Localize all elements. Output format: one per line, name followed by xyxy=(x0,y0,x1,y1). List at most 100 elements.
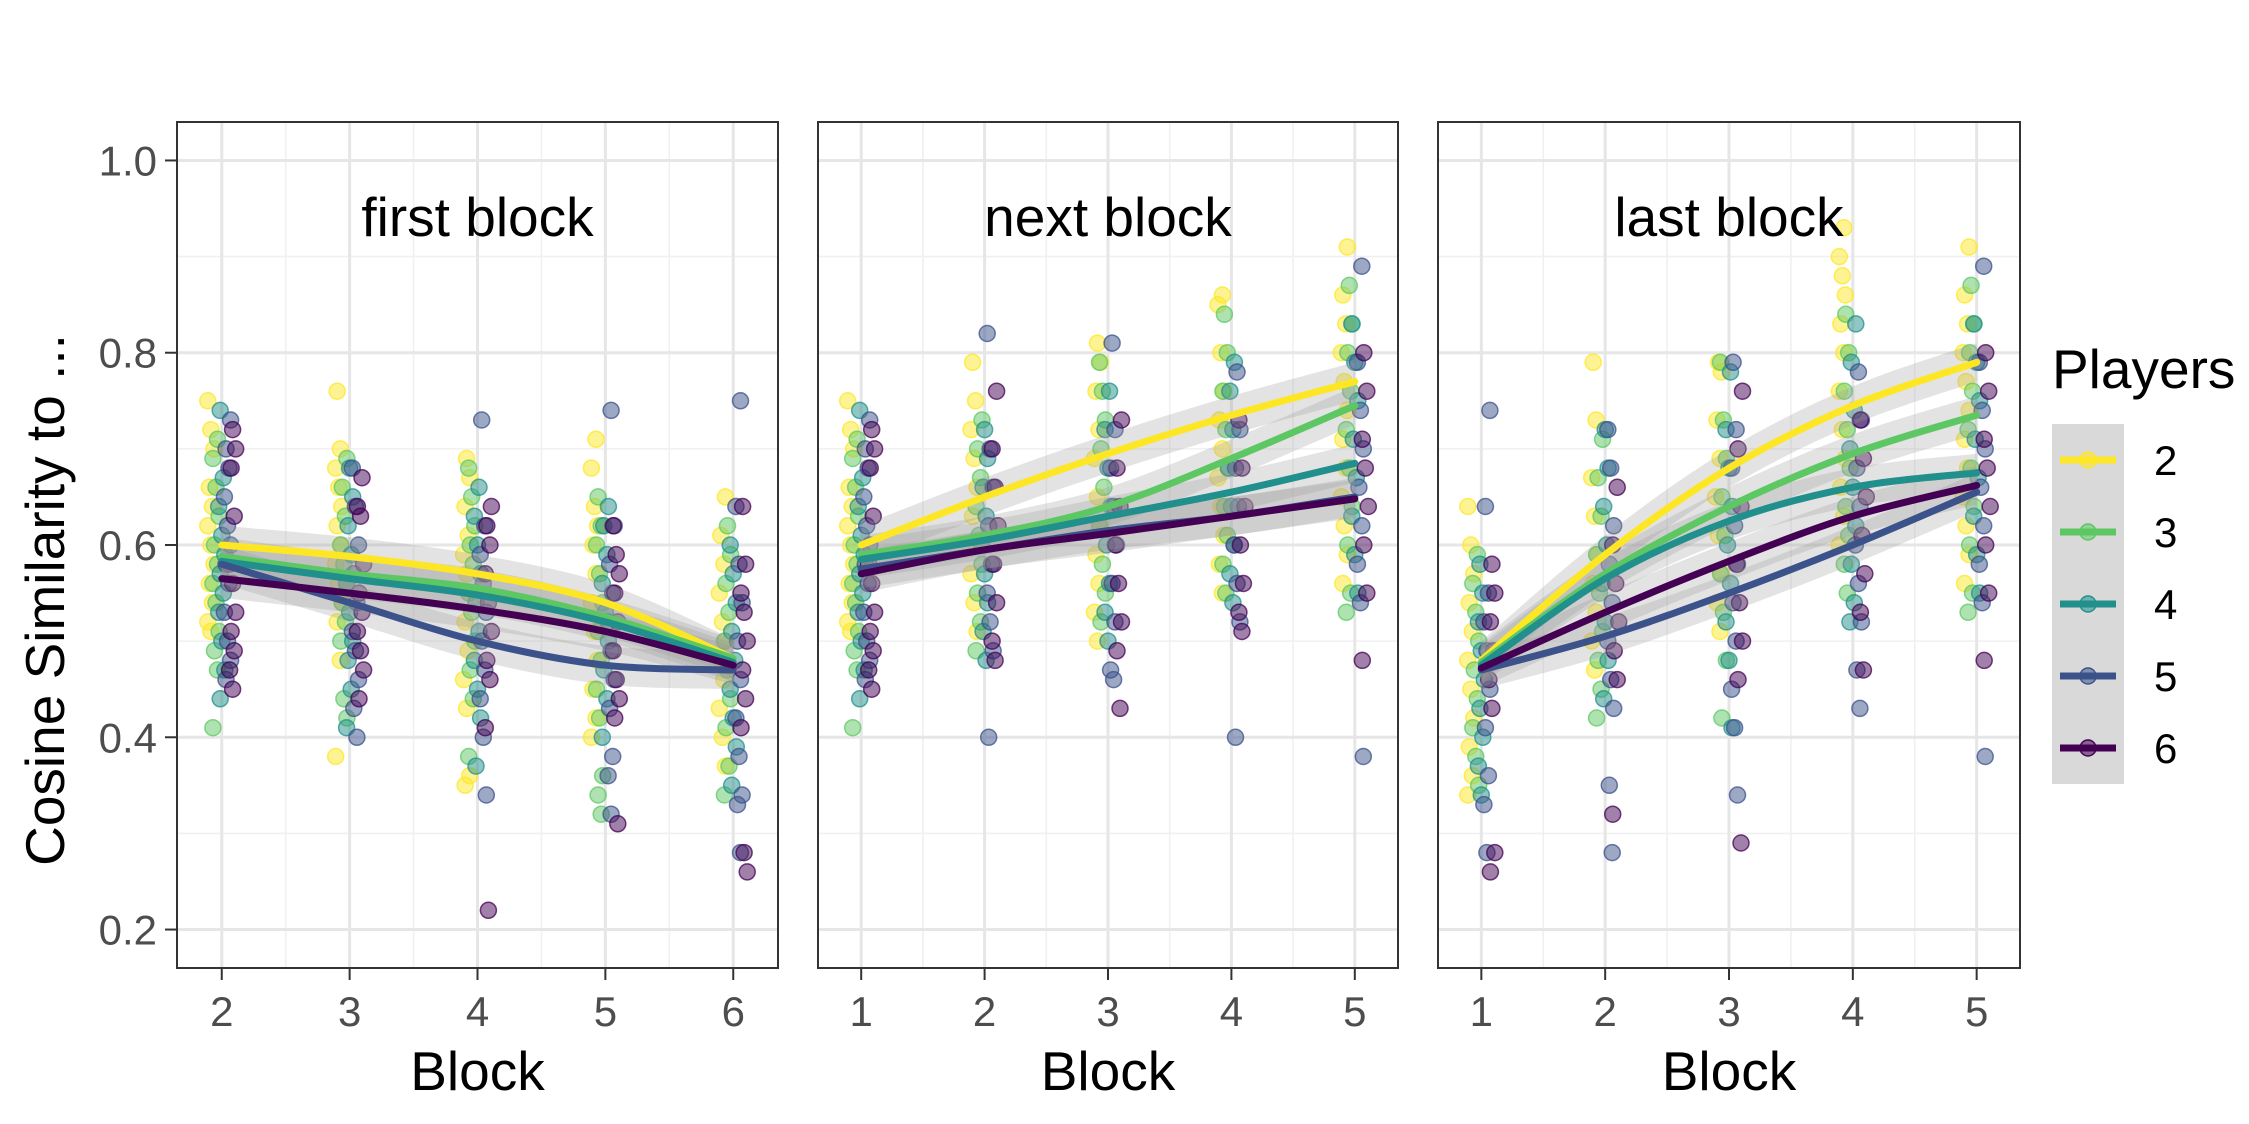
data-point xyxy=(1974,257,1993,275)
series-line xyxy=(1477,488,1981,674)
data-point xyxy=(1975,430,1993,449)
panels-group: first block 2 3 4 5 6 Block 0.2 0.4 0.6 0.8 1.0 next… xyxy=(99,121,2021,1102)
y-axis-label: Cosine Similarity to ... xyxy=(14,334,76,866)
data-point xyxy=(1603,843,1621,862)
data-point xyxy=(1106,536,1125,554)
series-line xyxy=(1477,469,1981,669)
data-point xyxy=(482,497,501,516)
data-point xyxy=(1340,276,1359,295)
data-point xyxy=(351,642,370,660)
data-point xyxy=(966,392,985,410)
data-point xyxy=(223,420,242,439)
legend-label: 3 xyxy=(2154,509,2177,556)
data-point xyxy=(610,690,629,708)
data-point xyxy=(459,459,478,477)
series-line xyxy=(857,402,1359,559)
y-tick-label: 0.2 xyxy=(99,907,157,954)
data-point xyxy=(1111,699,1129,718)
data-point xyxy=(1355,536,1373,554)
data-point xyxy=(589,786,607,804)
panel-title: next block xyxy=(984,186,1232,248)
data-point xyxy=(1970,555,1989,573)
data-point xyxy=(476,718,495,737)
data-point xyxy=(1343,315,1361,333)
data-point xyxy=(1733,632,1752,650)
data-point xyxy=(599,766,617,785)
x-tick-label: 6 xyxy=(722,988,745,1035)
lines-group xyxy=(1477,358,1981,674)
data-point xyxy=(1964,315,1983,333)
series-line xyxy=(218,557,737,666)
data-point xyxy=(983,632,1001,650)
lines-group xyxy=(218,541,737,674)
x-tick-label: 3 xyxy=(1096,988,1119,1035)
data-point xyxy=(1978,459,1996,477)
confidence-ribbon xyxy=(1481,396,1977,682)
data-point xyxy=(1095,478,1113,497)
data-point xyxy=(1108,459,1126,477)
data-point xyxy=(582,459,601,477)
data-point xyxy=(478,517,496,535)
data-point xyxy=(862,680,881,698)
data-point xyxy=(1836,286,1855,304)
confidence-ribbon xyxy=(221,545,734,690)
legend-label: 4 xyxy=(2154,581,2177,628)
data-point xyxy=(215,488,234,506)
data-point xyxy=(1479,766,1498,785)
data-point xyxy=(1732,834,1750,852)
data-point xyxy=(1483,699,1501,718)
data-point xyxy=(979,728,998,747)
data-point xyxy=(983,440,1001,458)
data-point xyxy=(1733,382,1752,400)
data-point xyxy=(1108,642,1126,660)
data-point xyxy=(1718,536,1737,554)
data-point xyxy=(730,747,748,766)
data-point xyxy=(721,536,739,554)
data-point xyxy=(471,690,489,708)
data-point xyxy=(604,517,622,535)
data-point xyxy=(350,690,368,708)
x-axis-label: Block xyxy=(410,1040,545,1102)
data-point xyxy=(1599,420,1617,439)
data-point xyxy=(599,497,618,516)
data-point xyxy=(861,622,879,641)
data-point xyxy=(1976,747,1994,766)
data-point xyxy=(1348,555,1367,573)
y-tick-label: 1.0 xyxy=(99,137,157,184)
data-point xyxy=(328,382,346,400)
data-point xyxy=(1221,382,1239,400)
data-point xyxy=(838,392,857,410)
data-point xyxy=(351,507,370,525)
data-point xyxy=(326,747,345,766)
data-point xyxy=(607,670,625,689)
legend-label: 6 xyxy=(2154,725,2177,772)
legend-label: 5 xyxy=(2154,653,2177,700)
data-point xyxy=(609,815,627,833)
panel-2: next block 1 2 3 4 5 Block xyxy=(817,121,1399,1102)
data-point xyxy=(348,728,366,747)
data-point xyxy=(1587,709,1606,727)
data-point xyxy=(339,517,357,535)
series-line xyxy=(1477,358,1981,664)
data-point xyxy=(843,718,862,737)
data-point xyxy=(605,584,624,602)
legend-title: Players xyxy=(2052,338,2235,400)
data-point xyxy=(470,478,488,497)
data-point xyxy=(607,545,625,564)
data-point xyxy=(220,661,239,679)
data-point xyxy=(1459,497,1477,516)
data-point xyxy=(735,843,753,862)
data-point xyxy=(1604,699,1623,718)
data-point xyxy=(738,632,756,650)
data-point xyxy=(733,497,752,516)
x-tick-label: 1 xyxy=(1470,988,1493,1035)
data-point xyxy=(204,718,222,737)
data-point xyxy=(1353,651,1372,670)
data-point xyxy=(1481,863,1500,881)
data-point xyxy=(1717,613,1735,631)
data-point xyxy=(482,622,501,641)
data-point xyxy=(477,786,496,804)
data-point xyxy=(1100,382,1119,400)
data-point xyxy=(1093,555,1112,573)
lines-group xyxy=(857,378,1359,578)
